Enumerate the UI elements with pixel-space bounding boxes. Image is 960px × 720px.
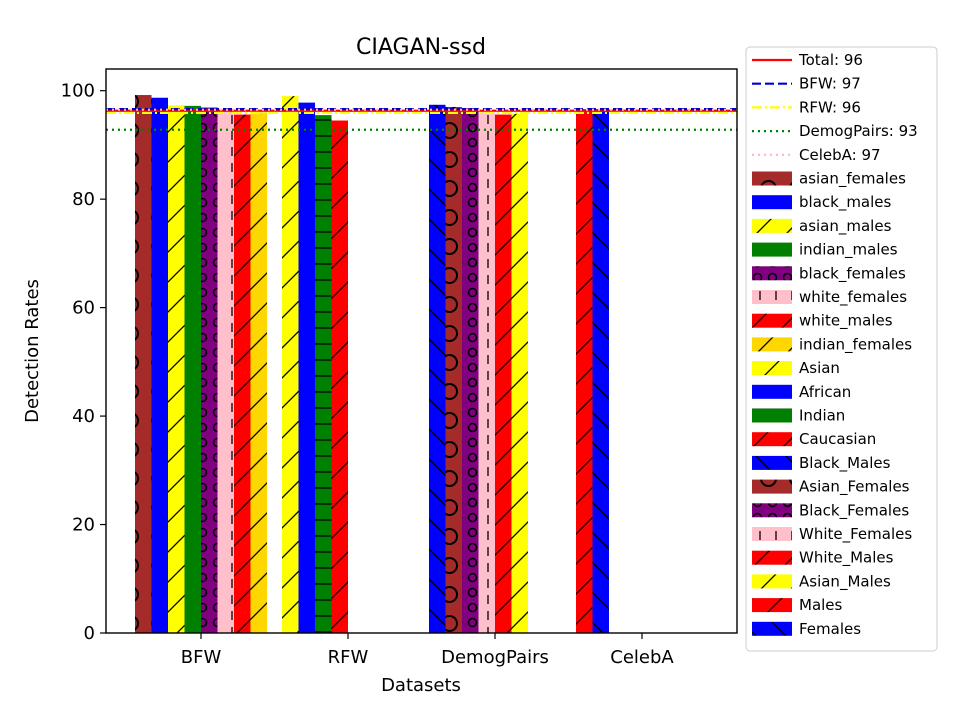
legend-swatch-black-males — [752, 195, 792, 210]
legend-label: white_males — [799, 312, 893, 331]
legend-swatch-asian-males — [752, 574, 792, 589]
bar-demogpairs-white-males — [495, 114, 512, 634]
legend-label: RFW: 96 — [799, 98, 861, 116]
x-tick-label: BFW — [181, 647, 222, 668]
legend-label: black_males — [799, 193, 892, 212]
legend-label: indian_females — [799, 335, 912, 354]
legend-label: Black_Males — [799, 454, 891, 473]
legend-swatch-white-males — [752, 550, 792, 565]
legend-label: Females — [799, 620, 861, 638]
legend-swatch-asian-females — [752, 479, 792, 494]
legend-swatch-asian — [752, 361, 792, 376]
legend-swatch-black-females — [752, 266, 792, 281]
legend-swatch-indian — [752, 408, 792, 423]
bar-bfw-asian-females — [135, 95, 152, 633]
legend-label: asian_females — [799, 170, 906, 189]
legend-swatch-asian-females — [752, 171, 792, 186]
chart-title: CIAGAN-ssd — [356, 35, 486, 60]
legend-swatch-caucasian — [752, 432, 792, 447]
x-axis: BFW RFW DemogPairs CelebA — [181, 633, 674, 668]
legend-label: Asian_Females — [799, 478, 910, 497]
bar-demogpairs-asian-males — [511, 113, 528, 634]
x-tick-label: CelebA — [610, 647, 674, 668]
bar-bfw-black-males — [151, 97, 168, 634]
legend-label: DemogPairs: 93 — [799, 122, 918, 140]
legend-label: Total: 96 — [798, 51, 863, 69]
y-tick-label: 80 — [72, 189, 95, 210]
legend-label: White_Females — [799, 525, 912, 544]
legend-label: black_females — [799, 264, 906, 283]
y-tick-label: 100 — [61, 81, 95, 102]
y-axis-label: Detection Rates — [22, 279, 43, 423]
y-axis: 0 20 40 60 80 100 — [61, 81, 106, 644]
legend-label: Asian_Males — [799, 572, 891, 591]
plot-area-frame — [105, 68, 738, 634]
bar-rfw-indian — [315, 115, 332, 634]
bar-demogpairs-white-females — [478, 112, 495, 633]
bar-celeba-females — [592, 109, 609, 633]
legend-swatch-females — [752, 621, 792, 636]
bar-rfw-african — [298, 102, 315, 634]
legend-label: Black_Females — [799, 501, 909, 520]
legend-label: white_females — [799, 288, 907, 307]
y-tick-label: 20 — [72, 515, 95, 536]
legend-label: Caucasian — [799, 430, 876, 448]
y-tick-label: 0 — [84, 623, 95, 644]
legend-swatch-white-males — [752, 313, 792, 328]
legend-label: indian_males — [799, 241, 898, 260]
legend-label: Indian — [799, 407, 845, 425]
legend-swatch-white-females — [752, 290, 792, 304]
bar-demogpairs-black-males — [429, 104, 446, 634]
bars-layer — [135, 95, 609, 634]
bar-rfw-caucasian — [331, 120, 348, 633]
bar-demogpairs-asian-females — [445, 106, 462, 633]
legend-box — [745, 46, 938, 652]
x-tick-label: DemogPairs — [441, 647, 549, 668]
bar-demogpairs-black-females — [462, 108, 479, 634]
y-tick-label: 40 — [72, 406, 95, 427]
bar-bfw-indian-males — [184, 105, 201, 633]
legend-label: BFW: 97 — [799, 75, 861, 93]
legend-swatch-african — [752, 384, 792, 399]
legend-label: asian_males — [799, 217, 892, 236]
bar-bfw-white-females — [217, 110, 234, 634]
legend-swatch-white-females — [752, 527, 792, 541]
legend-label: CelebA: 97 — [799, 146, 881, 164]
legend-swatch-indian-females — [752, 337, 792, 352]
y-tick-label: 60 — [72, 298, 95, 319]
reference-lines — [106, 108, 737, 131]
legend-label: African — [799, 383, 851, 401]
legend: Total: 96 BFW: 97 RFW: 96 DemogPairs: 93 Cel… — [745, 46, 938, 652]
x-tick-label: RFW — [328, 647, 369, 668]
legend-label: Asian — [799, 359, 840, 377]
legend-label: Males — [799, 596, 843, 614]
legend-swatch-asian-males — [752, 218, 792, 233]
bar-rfw-asian — [282, 96, 299, 634]
legend-swatch-males — [752, 598, 792, 613]
bar-celeba-males — [576, 109, 593, 633]
bar-bfw-white-males — [234, 114, 251, 634]
legend-swatch-black-males — [752, 455, 792, 470]
legend-swatch-black-females — [752, 503, 792, 518]
bar-bfw-black-females — [201, 107, 218, 633]
legend-swatch-indian-males — [752, 242, 792, 257]
bar-bfw-indian-females — [250, 112, 267, 633]
x-axis-label: Datasets — [381, 675, 461, 696]
bar-bfw-asian-males — [168, 105, 185, 633]
legend-label: White_Males — [799, 549, 894, 568]
